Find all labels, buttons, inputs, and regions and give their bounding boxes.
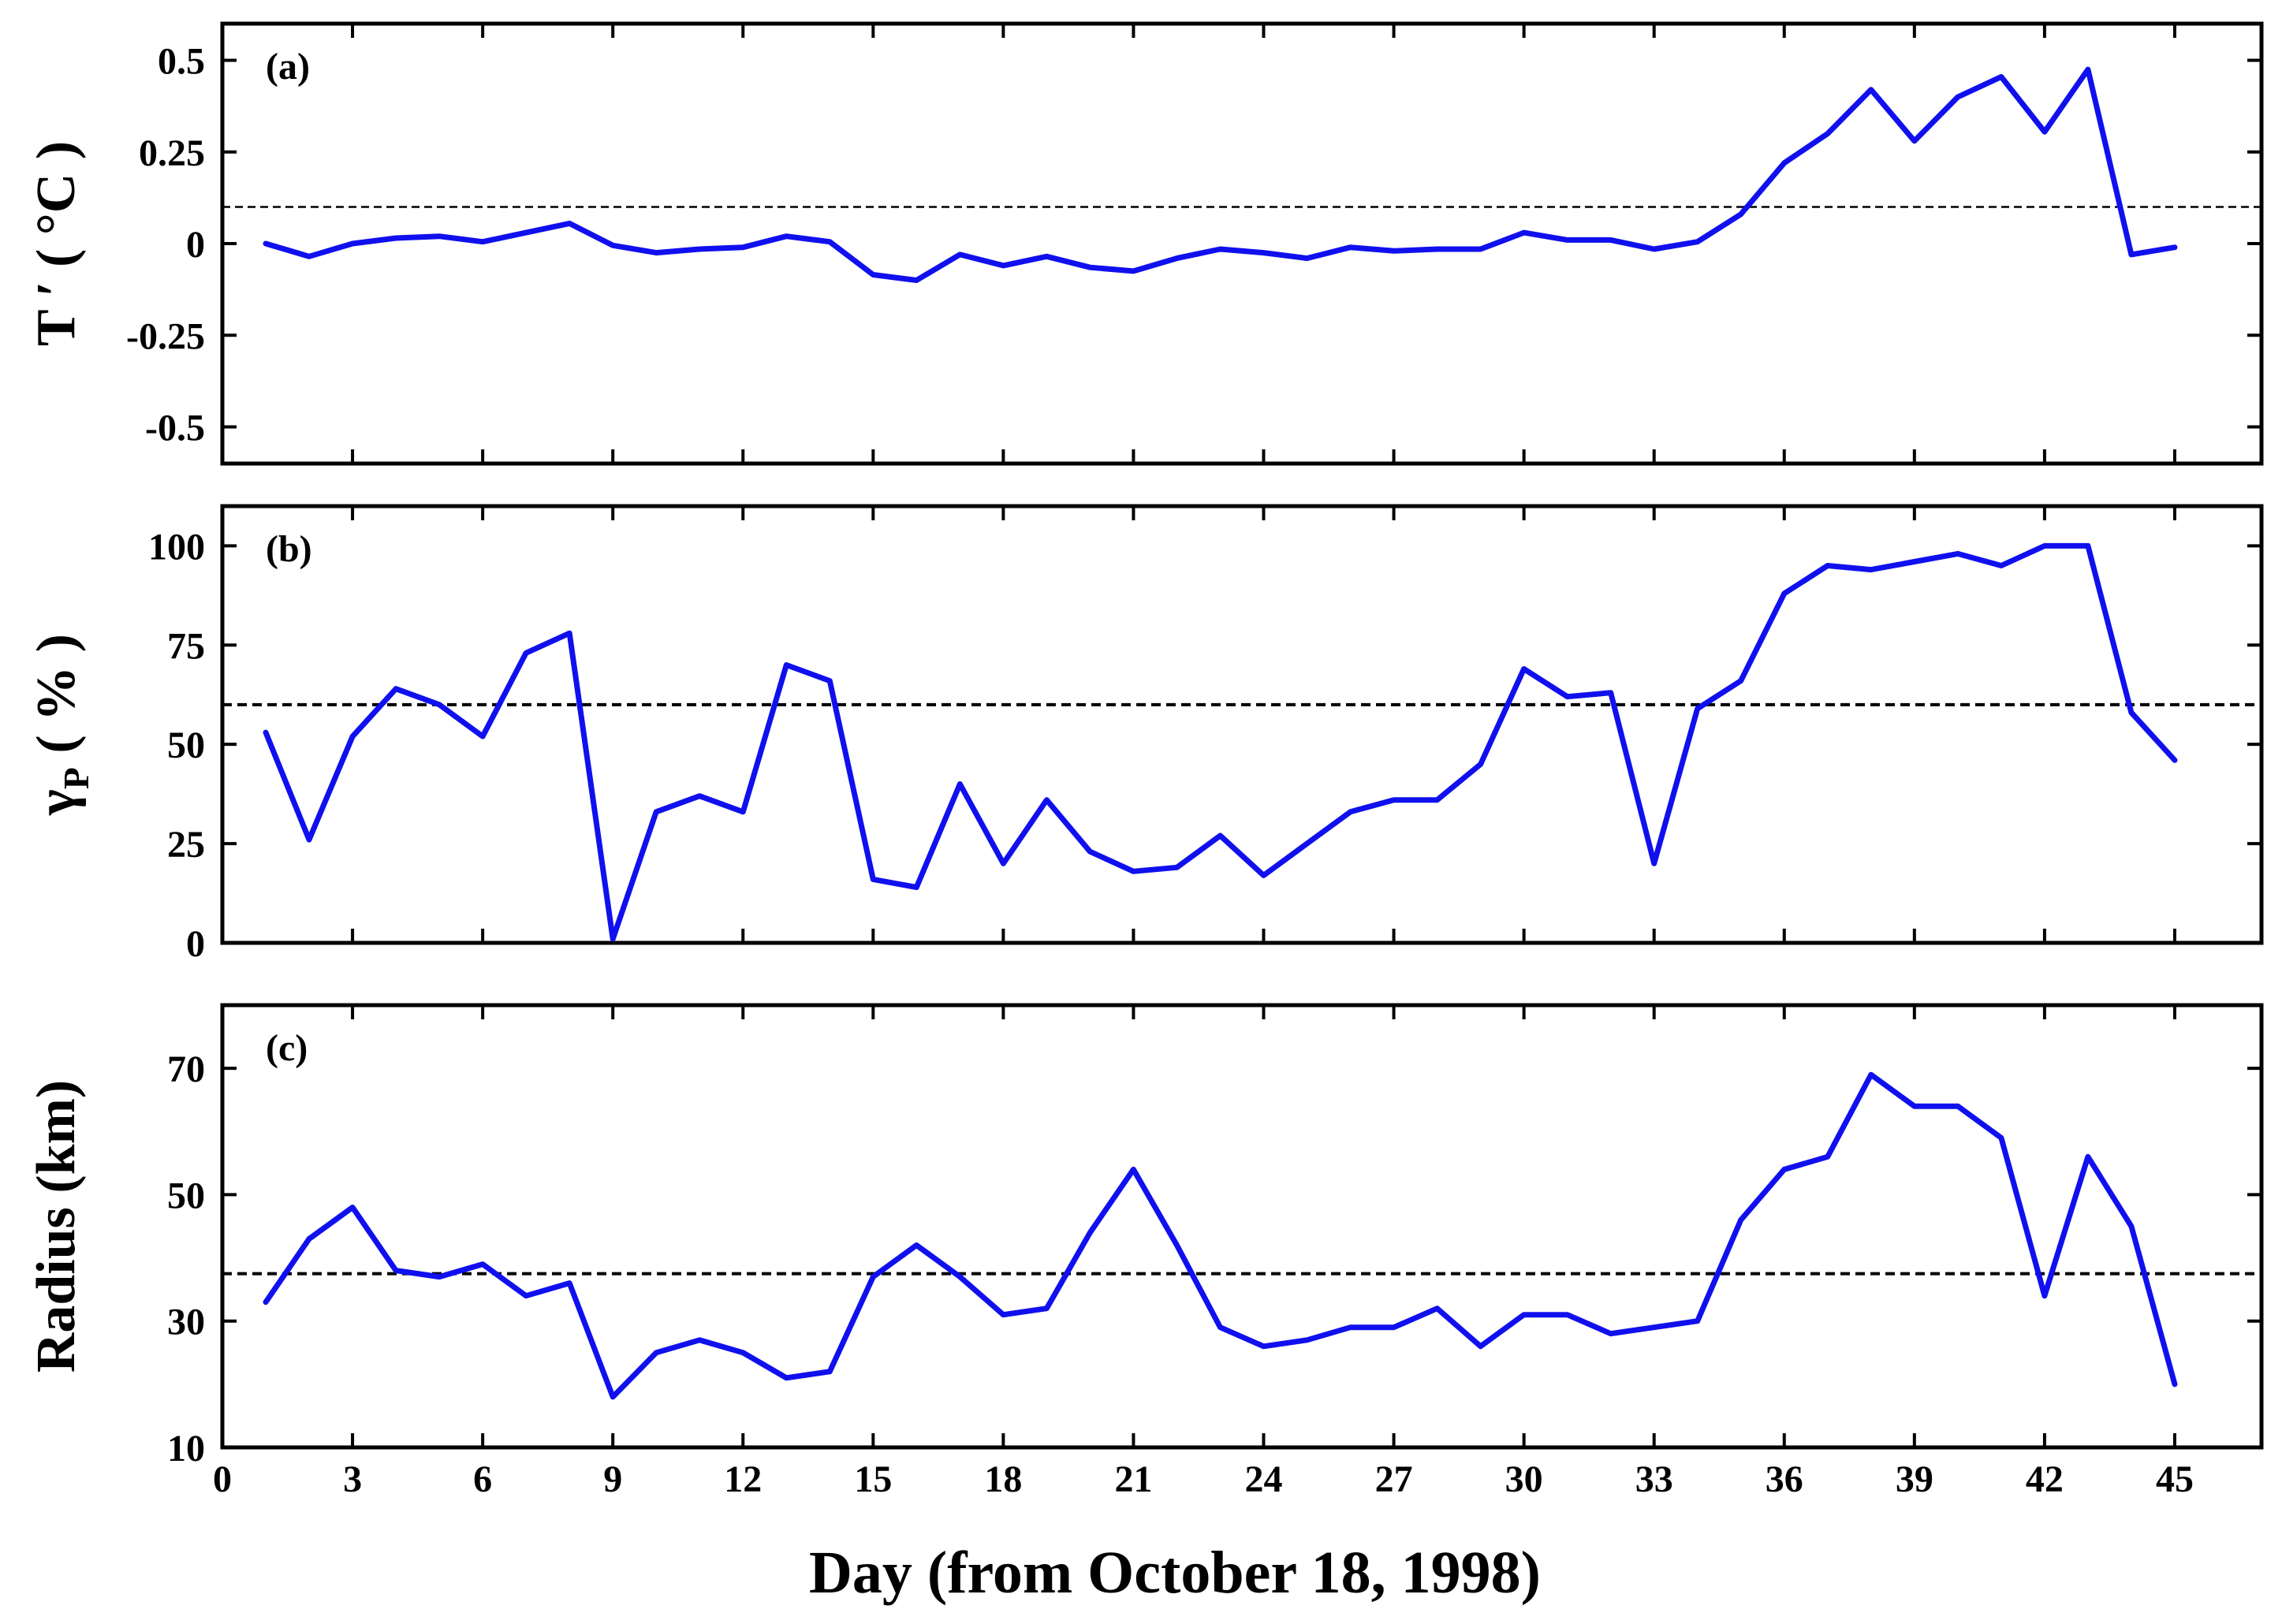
plot-frame — [220, 1003, 2264, 1450]
x-tick-label: 33 — [1635, 1458, 1673, 1500]
y-tick-label: -0.25 — [126, 315, 205, 357]
x-tick-label: 3 — [343, 1458, 362, 1500]
plot-frame — [220, 504, 2264, 945]
series-line — [263, 542, 2178, 942]
x-tick-label: 18 — [984, 1458, 1022, 1500]
x-tick-label: 45 — [2156, 1458, 2194, 1500]
x-tick-label: 36 — [1766, 1458, 1803, 1500]
x-tick-label: 0 — [213, 1458, 232, 1500]
y-tick-label: 0 — [186, 923, 205, 965]
x-tick-label: 21 — [1114, 1458, 1152, 1500]
x-tick-label: 30 — [1505, 1458, 1543, 1500]
y-tick-label: 30 — [167, 1302, 205, 1343]
x-tick-label: 24 — [1245, 1458, 1283, 1500]
series-line — [263, 1071, 2178, 1400]
y-tick-label: 0.5 — [158, 41, 205, 83]
y-axis-label: γP ( % ) — [26, 634, 96, 816]
panel-b: 0 25 50 75 100 (b) γP ( % ) — [26, 504, 2264, 965]
y-tick-label: 70 — [167, 1049, 205, 1090]
y-tick-label: 100 — [148, 526, 205, 568]
x-tick-label: 42 — [2026, 1458, 2064, 1500]
series-line — [263, 66, 2178, 283]
y-tick-label: 10 — [167, 1428, 205, 1469]
y-axis-label: T ′ ( °C ) — [26, 141, 87, 346]
panel-c: 0 3 6 9 12 15 18 21 24 27 30 33 36 39 42 4510305070(c)R… — [26, 1003, 2264, 1500]
panel-label: (c) — [266, 1027, 308, 1069]
y-axis-label: Radius (km) — [26, 1080, 87, 1373]
y-tick-label: 25 — [167, 824, 205, 866]
x-tick-label: 39 — [1896, 1458, 1933, 1500]
x-tick-label: 6 — [473, 1458, 492, 1500]
y-tick-label: 0 — [186, 224, 205, 266]
y-tick-label: -0.5 — [145, 408, 205, 449]
y-tick-label: 75 — [167, 625, 205, 667]
x-axis-label: Day (from October 18, 1998) — [809, 1540, 1541, 1606]
panel-label: (a) — [266, 46, 310, 88]
panel-label: (b) — [266, 528, 312, 570]
x-tick-label: 15 — [854, 1458, 892, 1500]
y-tick-label: 50 — [167, 724, 205, 766]
y-tick-label: 50 — [167, 1175, 205, 1216]
y-tick-label: 0.25 — [139, 132, 205, 174]
panel-a: -0.5 -0.25 0 0.25 0.5 (a) T ′ ( °C ) — [26, 21, 2264, 466]
x-tick-label: 27 — [1375, 1458, 1413, 1500]
plot-frame — [220, 21, 2264, 466]
x-tick-label: 12 — [724, 1458, 762, 1500]
x-tick-label: 9 — [603, 1458, 622, 1500]
